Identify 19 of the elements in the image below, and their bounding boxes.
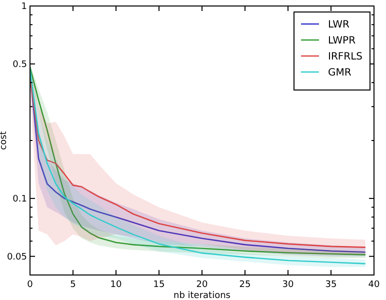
y-tick-label: 0.5 xyxy=(12,60,27,70)
x-tick-label: 30 xyxy=(282,280,294,290)
y-tick-label: 0.1 xyxy=(12,194,27,205)
x-axis-title: nb iterations xyxy=(174,291,231,300)
x-tick-label: 0 xyxy=(27,280,34,290)
x-tick-label: 10 xyxy=(110,280,122,290)
y-tick-label: 0.05 xyxy=(6,252,27,262)
x-tick-label: 35 xyxy=(325,280,337,290)
y-tick-label: 1 xyxy=(21,2,27,12)
x-tick-label: 40 xyxy=(368,280,380,290)
legend-label: LWR xyxy=(328,20,350,30)
legend-label: GMR xyxy=(328,68,352,78)
legend-label: LWPR xyxy=(328,36,356,46)
x-tick-label: 20 xyxy=(196,280,208,290)
legend-label: IRFRLS xyxy=(328,52,363,62)
x-tick-label: 5 xyxy=(70,280,76,290)
x-tick-label: 25 xyxy=(239,280,251,290)
x-tick-label: 15 xyxy=(153,280,165,290)
y-axis-title: cost xyxy=(0,130,9,150)
